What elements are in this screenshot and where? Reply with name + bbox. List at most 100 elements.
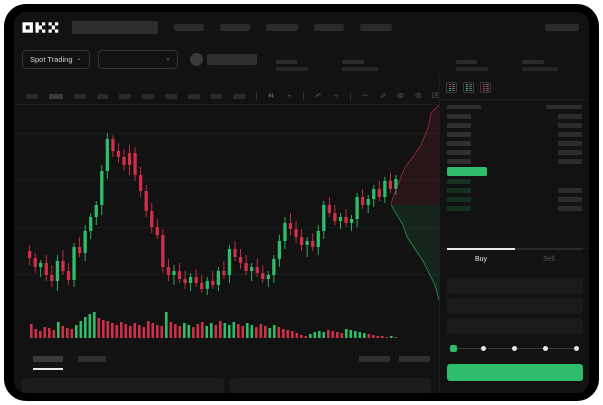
top-header	[14, 12, 589, 42]
bid-qty	[558, 179, 582, 184]
orderbook-ask-row[interactable]	[447, 148, 582, 157]
search-input[interactable]	[72, 20, 158, 34]
camera-icon[interactable]	[397, 92, 404, 101]
slider-step-50[interactable]	[512, 346, 517, 351]
bid-qty	[558, 188, 582, 193]
ask-price	[447, 132, 471, 137]
gridline	[14, 227, 439, 228]
bottom-action-2[interactable]	[399, 356, 430, 362]
slider-step-25[interactable]	[481, 346, 486, 351]
timeframe-9[interactable]	[210, 93, 223, 99]
bottom-panel-1[interactable]	[22, 378, 224, 393]
account-button[interactable]	[545, 24, 579, 31]
bottom-action-1[interactable]	[359, 356, 390, 362]
nav-item-1[interactable]	[174, 23, 204, 31]
stat-1	[276, 60, 308, 71]
nav-item-4[interactable]	[314, 23, 344, 31]
active-tab-indicator	[447, 248, 515, 250]
orderbook-ask-row[interactable]	[447, 121, 582, 130]
bid-price	[447, 197, 471, 202]
timeframe-6[interactable]	[142, 93, 154, 99]
nav-item-2[interactable]	[220, 23, 250, 31]
order-sidebar: Buy Sell	[439, 76, 589, 393]
bid-qty	[558, 206, 582, 211]
tab-sell[interactable]: Sell	[543, 256, 555, 263]
stat-value	[456, 67, 488, 71]
orderbook-last-price	[447, 166, 582, 177]
ask-price	[447, 159, 471, 164]
toolbar-divider	[303, 91, 304, 101]
candlestick-type-icon[interactable]	[268, 92, 275, 101]
amount-percent-slider[interactable]	[450, 344, 580, 353]
app-screen: Spot Trading ⌄ ⌄	[14, 12, 589, 393]
tab-track	[447, 248, 583, 250]
orderbook-ask-row[interactable]	[447, 157, 582, 166]
active-tab-indicator	[33, 368, 63, 370]
timeframe-7[interactable]	[164, 93, 177, 99]
timeframe-1[interactable]	[26, 93, 38, 99]
orderbook-rows	[440, 112, 589, 213]
bid-qty	[558, 197, 582, 202]
stat-value	[276, 67, 308, 71]
orderbook-ask-row[interactable]	[447, 130, 582, 139]
orderbook-bid-row[interactable]	[447, 186, 582, 195]
orderbook-view-modes	[440, 76, 589, 100]
orderbook-mode-bids-icon[interactable]	[463, 82, 474, 93]
stat-value	[522, 67, 558, 71]
chevron-down-icon[interactable]	[333, 92, 340, 101]
ask-qty	[558, 114, 582, 119]
bottom-panel-2[interactable]	[229, 378, 431, 393]
gridline	[14, 274, 439, 275]
tab-buy[interactable]: Buy	[474, 256, 488, 263]
orderbook-bid-row[interactable]	[447, 195, 582, 204]
timeframe-5[interactable]	[119, 93, 132, 99]
fullscreen-icon[interactable]	[432, 92, 439, 101]
ask-price	[447, 150, 471, 155]
slider-handle[interactable]	[450, 345, 457, 352]
timeframe-10[interactable]	[233, 93, 246, 99]
orderbook-mode-asks-icon[interactable]	[480, 82, 491, 93]
orderbook-ask-row[interactable]	[447, 112, 582, 121]
okx-logo[interactable]	[22, 21, 62, 34]
orderbook-bid-row[interactable]	[447, 204, 582, 213]
bottom-tab-2[interactable]	[78, 356, 106, 362]
submit-buy-button[interactable]	[447, 364, 583, 381]
nav-item-5[interactable]	[360, 23, 392, 31]
wave-icon[interactable]	[362, 92, 369, 101]
order-amount-input[interactable]	[447, 298, 583, 314]
bid-price	[447, 179, 471, 184]
price-chart[interactable]	[14, 105, 439, 305]
indicator-icon[interactable]	[315, 92, 322, 101]
ask-price	[447, 114, 471, 119]
chevron-down-icon[interactable]	[286, 92, 293, 101]
bid-price	[447, 188, 471, 193]
timeframe-4[interactable]	[96, 93, 109, 99]
depth-overlay	[391, 105, 439, 300]
pair-select[interactable]: ⌄	[97, 49, 178, 69]
settings-icon[interactable]	[415, 92, 422, 101]
orderbook-column-price	[447, 105, 481, 109]
gridline	[14, 180, 439, 181]
order-total-input[interactable]	[447, 318, 583, 334]
ask-price	[447, 123, 471, 128]
orderbook-bid-row[interactable]	[447, 177, 582, 186]
ask-qty	[558, 150, 582, 155]
timeframe-8[interactable]	[187, 93, 200, 99]
bottom-tab-1[interactable]	[33, 356, 63, 362]
order-price-input[interactable]	[447, 278, 583, 294]
slider-step-75[interactable]	[543, 346, 548, 351]
timeframe-3[interactable]	[73, 93, 86, 99]
candlestick-series	[28, 133, 398, 295]
stat-value	[342, 67, 378, 71]
timeframe-2[interactable]	[48, 93, 63, 99]
pencil-icon[interactable]	[380, 92, 387, 101]
trading-mode-dropdown[interactable]: Spot Trading ⌄	[22, 49, 90, 69]
orderbook-mode-both-icon[interactable]	[446, 82, 457, 93]
ask-qty	[558, 159, 582, 164]
slider-step-100[interactable]	[574, 346, 579, 351]
stat-label	[276, 60, 297, 64]
orderbook-ask-row[interactable]	[447, 139, 582, 148]
nav-item-3[interactable]	[266, 23, 298, 31]
main-nav	[174, 23, 392, 31]
